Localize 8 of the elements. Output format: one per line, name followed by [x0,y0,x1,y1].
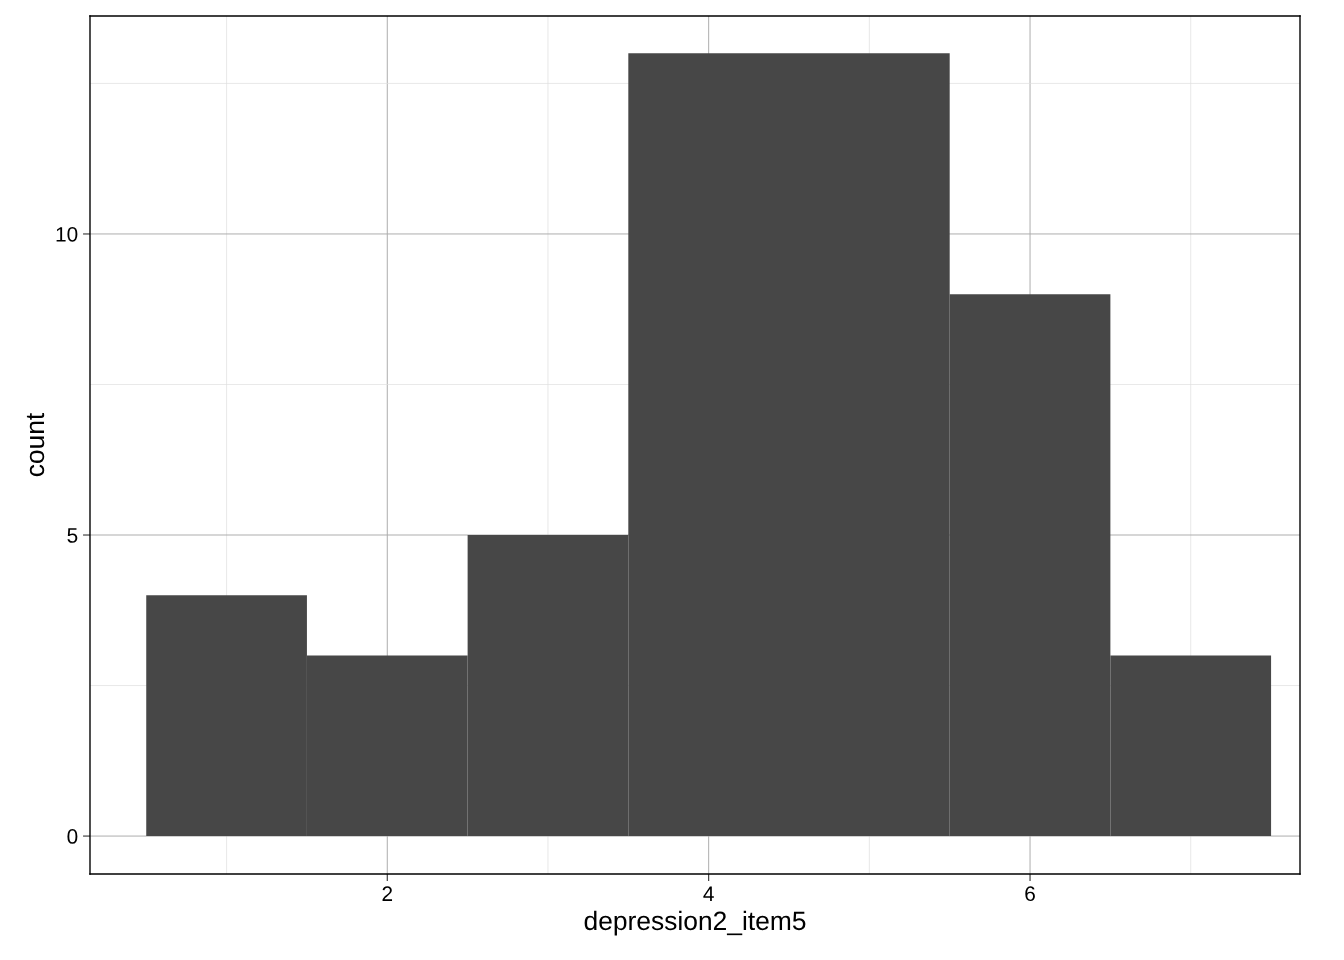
y-tick-label: 0 [67,829,78,844]
y-tick-label: 5 [67,528,78,543]
y-tick-label: 10 [56,226,78,242]
x-tick-label: 2 [382,886,393,901]
x-axis-title: depression2_item5 [584,910,806,936]
y-axis-title: count [26,412,45,477]
x-tick-label: 4 [703,886,714,901]
x-tick-label: 6 [1025,886,1035,902]
